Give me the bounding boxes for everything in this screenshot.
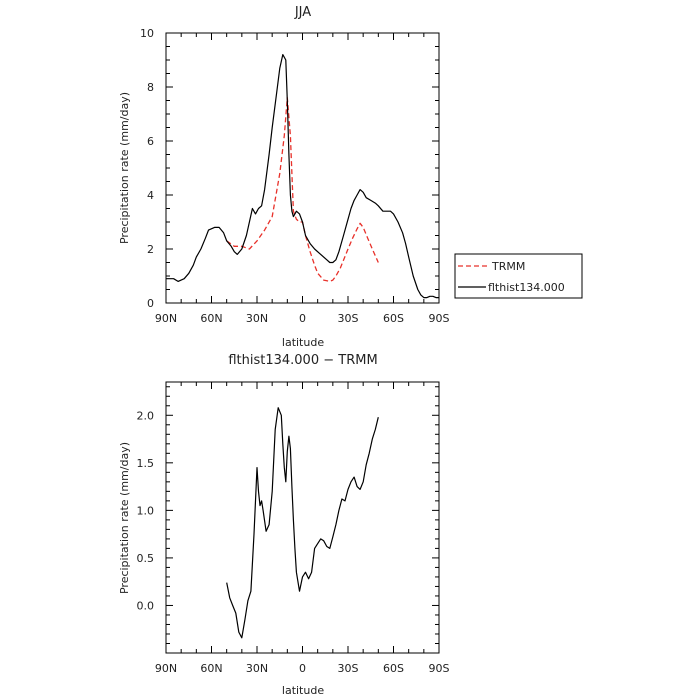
top-x-axis: 90N 60N 30N 0 30S 60S 90S bbox=[155, 33, 450, 325]
bottom-y-axis-label: Precipitation rate (mm/day) bbox=[118, 442, 131, 594]
top-chart-title: JJA bbox=[294, 5, 311, 20]
bottom-panel: flthist134.000 − TRMM 90N 60N 30N 0 30S 60S 90… bbox=[118, 353, 450, 697]
top-x-tick-label: 30N bbox=[246, 312, 268, 325]
top-y-tick-label: 2 bbox=[147, 243, 154, 256]
bottom-y-axis: 0.0 0.5 1.0 1.5 2.0 bbox=[137, 386, 439, 654]
top-y-tick-label: 0 bbox=[147, 297, 154, 310]
bot-x-tick-label: 90S bbox=[429, 662, 450, 675]
top-x-tick-label: 0 bbox=[299, 312, 306, 325]
bot-x-tick-label: 90N bbox=[155, 662, 177, 675]
top-series-line-flthist134-000 bbox=[166, 53, 439, 299]
bot-y-tick-label: 1.0 bbox=[137, 504, 155, 517]
top-x-tick-label: 60N bbox=[200, 312, 222, 325]
bot-series-line-difference bbox=[226, 407, 379, 639]
top-x-tick-label: 90S bbox=[429, 312, 450, 325]
bot-x-tick-label: 0 bbox=[299, 662, 306, 675]
bot-y-tick-label: 0.0 bbox=[137, 599, 155, 612]
bottom-x-axis-label: latitude bbox=[282, 684, 324, 697]
top-y-axis-label: Precipitation rate (mm/day) bbox=[118, 92, 131, 244]
top-plot-frame bbox=[165, 32, 440, 304]
bot-y-tick-label: 1.5 bbox=[137, 457, 155, 470]
top-y-tick-label: 8 bbox=[147, 81, 154, 94]
top-x-tick-label: 30S bbox=[338, 312, 359, 325]
bottom-series-group bbox=[226, 407, 379, 639]
bot-y-tick-label: 2.0 bbox=[137, 409, 155, 422]
top-y-axis: 0 2 4 6 8 10 bbox=[140, 27, 439, 310]
top-y-tick-label: 4 bbox=[147, 189, 154, 202]
legend-box bbox=[454, 253, 583, 299]
top-series-line-trmm bbox=[226, 97, 379, 283]
legend-label-model: flthist134.000 bbox=[488, 281, 565, 294]
bot-x-tick-label: 60N bbox=[200, 662, 222, 675]
bot-x-tick-label: 30N bbox=[246, 662, 268, 675]
bot-y-tick-label: 0.5 bbox=[137, 552, 155, 565]
top-y-tick-label: 10 bbox=[140, 27, 154, 40]
top-series-group bbox=[166, 53, 439, 299]
top-panel: JJA 90N 60N 30N 0 30S 60S 90S 0 2 4 6 8 10 latitude… bbox=[118, 5, 450, 349]
top-x-tick-label: 90N bbox=[155, 312, 177, 325]
top-x-axis-label: latitude bbox=[282, 336, 324, 349]
legend-label-trmm: TRMM bbox=[491, 260, 525, 273]
bottom-chart-title: flthist134.000 − TRMM bbox=[228, 353, 377, 368]
bot-x-tick-label: 60S bbox=[383, 662, 404, 675]
top-x-tick-label: 60S bbox=[383, 312, 404, 325]
bottom-plot-frame bbox=[165, 381, 440, 654]
bottom-x-axis: 90N 60N 30N 0 30S 60S 90S bbox=[155, 382, 450, 675]
legend: TRMM flthist134.000 bbox=[454, 253, 583, 299]
bot-x-tick-label: 30S bbox=[338, 662, 359, 675]
top-y-tick-label: 6 bbox=[147, 135, 154, 148]
